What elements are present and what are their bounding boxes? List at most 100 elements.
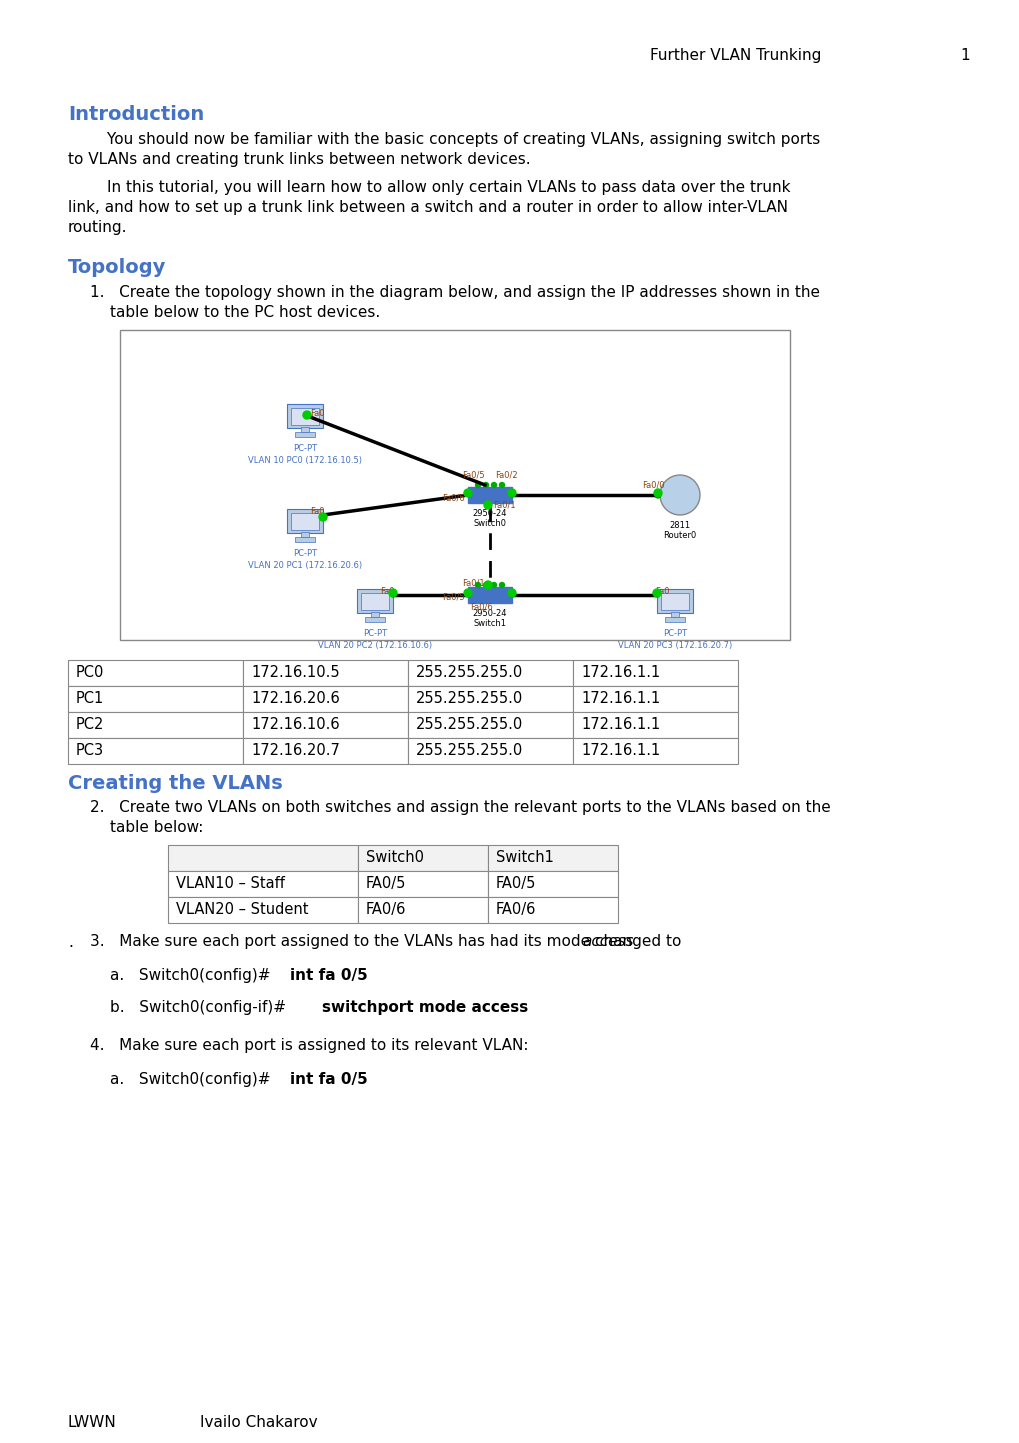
Bar (286, 509, 323, 532)
Text: link, and how to set up a trunk link between a switch and a router in order to a: link, and how to set up a trunk link bet… (68, 201, 788, 215)
Bar (408, 737, 573, 763)
Bar (671, 612, 679, 618)
Text: 255.255.255.0: 255.255.255.0 (416, 691, 523, 706)
Text: 255.255.255.0: 255.255.255.0 (416, 665, 523, 680)
Text: .: . (68, 935, 72, 949)
Bar (358, 872, 487, 898)
Circle shape (491, 583, 496, 587)
Circle shape (484, 582, 491, 589)
Text: PC3: PC3 (76, 743, 104, 758)
Bar (573, 737, 738, 763)
Text: table below:: table below: (110, 820, 203, 835)
Text: Switch0: Switch0 (473, 519, 506, 528)
Text: Fa0/6: Fa0/6 (470, 603, 492, 612)
Bar (294, 537, 315, 543)
Bar (243, 659, 408, 685)
Text: 1.   Create the topology shown in the diagram below, and assign the IP addresses: 1. Create the topology shown in the diag… (90, 286, 819, 300)
Text: VLAN 20 PC3 (172.16.20.7): VLAN 20 PC3 (172.16.20.7) (618, 641, 732, 649)
Text: 172.16.20.6: 172.16.20.6 (251, 691, 339, 706)
Bar (468, 486, 512, 504)
Text: Fa0: Fa0 (310, 408, 324, 417)
Text: a.   Switch0(config)#: a. Switch0(config)# (110, 968, 275, 983)
Text: 4.   Make sure each port is assigned to its relevant VLAN:: 4. Make sure each port is assigned to it… (90, 1038, 528, 1053)
Text: access: access (582, 934, 633, 949)
Circle shape (464, 589, 472, 597)
Circle shape (464, 489, 472, 496)
Bar (168, 846, 358, 872)
Text: int fa 0/5: int fa 0/5 (289, 968, 368, 983)
Bar (290, 408, 319, 426)
Circle shape (659, 475, 699, 515)
Bar (290, 514, 319, 530)
Text: 3.   Make sure each port assigned to the VLANs has had its mode changed to: 3. Make sure each port assigned to the V… (90, 934, 686, 949)
Text: PC0: PC0 (76, 665, 104, 680)
Text: Fa0/1: Fa0/1 (492, 501, 516, 509)
Bar (68, 711, 243, 737)
Bar (294, 431, 315, 437)
Text: 255.255.255.0: 255.255.255.0 (416, 743, 523, 758)
Text: 172.16.1.1: 172.16.1.1 (581, 691, 659, 706)
Text: 172.16.1.1: 172.16.1.1 (581, 717, 659, 732)
Text: VLAN 20 PC2 (172.16.10.6): VLAN 20 PC2 (172.16.10.6) (318, 641, 432, 649)
Text: table below to the PC host devices.: table below to the PC host devices. (110, 304, 380, 320)
Text: Fa0/5: Fa0/5 (442, 593, 465, 602)
Text: VLAN10 – Staff: VLAN10 – Staff (176, 876, 284, 890)
Text: Fa0: Fa0 (380, 587, 394, 596)
Text: Switch1: Switch1 (473, 619, 506, 628)
Bar (286, 404, 323, 429)
Bar (365, 618, 384, 622)
Bar (361, 593, 388, 610)
Text: 2950-24: 2950-24 (472, 609, 506, 618)
Bar (168, 898, 358, 924)
Text: PC1: PC1 (76, 691, 104, 706)
Bar (573, 659, 738, 685)
Text: to VLANs and creating trunk links between network devices.: to VLANs and creating trunk links betwee… (68, 152, 530, 167)
Circle shape (303, 411, 311, 418)
Circle shape (499, 583, 504, 587)
Text: 2950-24: 2950-24 (472, 509, 506, 518)
Text: Fa0: Fa0 (655, 587, 669, 596)
Text: Router0: Router0 (662, 531, 696, 540)
Text: In this tutorial, you will learn how to allow only certain VLANs to pass data ov: In this tutorial, you will learn how to … (68, 180, 790, 195)
Text: Fa0: Fa0 (310, 508, 324, 517)
Text: a.   Switch0(config)#: a. Switch0(config)# (110, 1072, 275, 1087)
Text: VLAN 20 PC1 (172.16.20.6): VLAN 20 PC1 (172.16.20.6) (248, 561, 362, 570)
Circle shape (388, 589, 396, 597)
Bar (573, 711, 738, 737)
Text: PC-PT: PC-PT (662, 629, 687, 638)
Text: Switch1: Switch1 (495, 850, 553, 864)
Text: Creating the VLANs: Creating the VLANs (68, 773, 282, 794)
Text: PC-PT: PC-PT (363, 629, 386, 638)
Circle shape (491, 482, 496, 488)
Text: LWWN: LWWN (68, 1416, 116, 1430)
Text: Fa0/6: Fa0/6 (442, 494, 465, 502)
Text: Fa0/1: Fa0/1 (462, 579, 484, 587)
Text: 172.16.20.7: 172.16.20.7 (251, 743, 339, 758)
Text: Further VLAN Trunking: Further VLAN Trunking (649, 48, 820, 63)
Bar (243, 685, 408, 711)
Circle shape (507, 489, 516, 496)
Circle shape (319, 514, 327, 521)
Text: PC-PT: PC-PT (292, 444, 317, 453)
Text: 1: 1 (959, 48, 969, 63)
Circle shape (475, 482, 480, 488)
Bar (573, 685, 738, 711)
Text: 255.255.255.0: 255.255.255.0 (416, 717, 523, 732)
Circle shape (654, 492, 660, 498)
Text: Switch0: Switch0 (366, 850, 424, 864)
Text: FA0/6: FA0/6 (495, 902, 536, 916)
Bar (243, 737, 408, 763)
Text: 2811: 2811 (668, 521, 690, 530)
Bar (68, 659, 243, 685)
Bar (68, 685, 243, 711)
Text: VLAN 10 PC0 (172.16.10.5): VLAN 10 PC0 (172.16.10.5) (248, 456, 362, 465)
Text: Fa0/0: Fa0/0 (641, 481, 664, 489)
Circle shape (653, 489, 661, 496)
Bar (168, 872, 358, 898)
Bar (468, 587, 512, 603)
Bar (301, 532, 309, 537)
Text: switchport mode access: switchport mode access (322, 1000, 528, 1014)
Text: VLAN20 – Student: VLAN20 – Student (176, 902, 308, 916)
Text: FA0/6: FA0/6 (366, 902, 406, 916)
Text: PC-PT: PC-PT (292, 548, 317, 558)
